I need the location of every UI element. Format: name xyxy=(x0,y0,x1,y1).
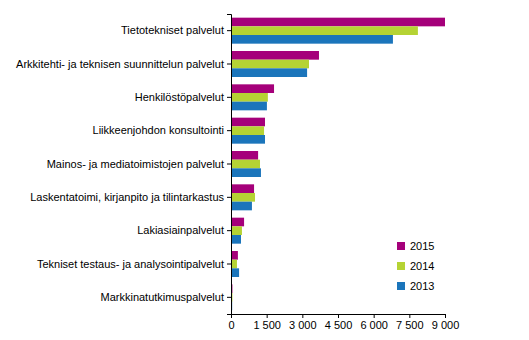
legend-item: 2013 xyxy=(397,280,434,292)
tick: 1 500 xyxy=(253,314,281,331)
tick-label: 0 xyxy=(228,319,234,331)
bar xyxy=(231,184,254,193)
tick-mark xyxy=(227,97,231,98)
bar xyxy=(231,26,418,35)
tick-label: 9 000 xyxy=(432,319,460,331)
x-axis: 0 1 500 3 000 4 500 6 000 7 500 9 000 xyxy=(228,314,459,331)
plot: 0 1 500 3 000 4 500 6 000 7 500 9 000 Tietotekn… xyxy=(16,15,459,331)
bar xyxy=(231,218,244,227)
series xyxy=(231,26,418,301)
tick-mark xyxy=(374,314,375,318)
bar xyxy=(231,268,239,277)
tick-mark xyxy=(227,297,231,298)
tick: Markkinatutkimuspalvelut xyxy=(101,291,232,303)
bar xyxy=(231,102,267,111)
tick: Liikkeenjohdon konsultointi xyxy=(93,124,231,136)
bar xyxy=(231,60,309,69)
chart: 0 1 500 3 000 4 500 6 000 7 500 9 000 Tietotekn… xyxy=(0,0,529,340)
bar xyxy=(231,151,258,160)
bar xyxy=(231,235,241,244)
tick-mark xyxy=(227,197,231,198)
legend-swatch xyxy=(397,242,405,250)
bar xyxy=(231,126,264,135)
tick-label: Lakiasiainpalvelut xyxy=(137,224,224,236)
bar xyxy=(231,35,393,44)
series xyxy=(231,18,445,293)
tick-label: Mainos- ja mediatoimistojen palvelut xyxy=(47,158,224,170)
tick: 4 500 xyxy=(325,314,353,331)
tick-mark xyxy=(302,314,303,318)
tick-label: Henkilöstöpalvelut xyxy=(135,91,224,103)
tick: 7 500 xyxy=(396,314,424,331)
bar xyxy=(231,135,265,144)
tick-mark xyxy=(227,230,231,231)
tick: Tekniset testaus- ja analysointipalvelut xyxy=(37,258,231,270)
tick-label: Arkkitehti- ja teknisen suunnittelun pal… xyxy=(16,58,224,70)
tick-mark xyxy=(227,30,231,31)
bar xyxy=(231,93,268,102)
series xyxy=(231,35,393,310)
bar xyxy=(231,84,274,93)
bar xyxy=(231,68,307,77)
tick: Laskentatoimi, kirjanpito ja tilintarkas… xyxy=(30,191,231,203)
legend-item: 2014 xyxy=(397,260,434,272)
tick: Arkkitehti- ja teknisen suunnittelun pal… xyxy=(16,58,231,70)
tick-label: 1 500 xyxy=(253,319,281,331)
legend-label: 2015 xyxy=(410,240,434,252)
tick: Lakiasiainpalvelut xyxy=(137,224,231,236)
tick: 9 000 xyxy=(432,314,460,331)
tick-label: Markkinatutkimuspalvelut xyxy=(101,291,225,303)
tick: Henkilöstöpalvelut xyxy=(135,91,231,103)
bar xyxy=(231,18,445,27)
y-axis: Tietotekniset palvelut Arkkitehti- ja tek… xyxy=(16,15,231,315)
bar xyxy=(231,193,255,202)
tick: Mainos- ja mediatoimistojen palvelut xyxy=(47,158,231,170)
tick: 3 000 xyxy=(289,314,317,331)
bar xyxy=(231,226,242,235)
legend-swatch xyxy=(397,262,405,270)
bar xyxy=(231,118,265,127)
legend-item: 2015 xyxy=(397,240,434,252)
bar xyxy=(231,160,260,169)
tick-mark xyxy=(445,314,446,318)
legend-label: 2014 xyxy=(410,260,434,272)
tick-mark xyxy=(227,64,231,65)
axis-line xyxy=(232,315,446,319)
tick-label: Liikkeenjohdon konsultointi xyxy=(93,124,224,136)
tick-label: Tekniset testaus- ja analysointipalvelut xyxy=(37,258,224,270)
tick: 6 000 xyxy=(360,314,388,331)
tick-label: 6 000 xyxy=(360,319,388,331)
axis-line xyxy=(227,15,232,315)
tick-mark xyxy=(338,314,339,318)
tick-mark xyxy=(227,264,231,265)
bar xyxy=(231,51,319,60)
tick-label: Tietotekniset palvelut xyxy=(121,24,224,36)
tick-label: 4 500 xyxy=(325,319,353,331)
tick-mark xyxy=(227,130,231,131)
bar xyxy=(231,251,238,260)
tick: Tietotekniset palvelut xyxy=(121,24,231,36)
bar xyxy=(231,168,261,177)
tick: 0 xyxy=(228,314,234,331)
tick-label: 3 000 xyxy=(289,319,317,331)
legend: 2015 2014 2013 xyxy=(397,240,434,292)
bar xyxy=(231,202,252,211)
tick-mark xyxy=(409,314,410,318)
legend-label: 2013 xyxy=(410,280,434,292)
bars xyxy=(231,18,445,311)
tick-label: Laskentatoimi, kirjanpito ja tilintarkas… xyxy=(30,191,224,203)
tick-label: 7 500 xyxy=(396,319,424,331)
tick-mark xyxy=(227,164,231,165)
tick-mark xyxy=(267,314,268,318)
legend-swatch xyxy=(397,282,405,290)
